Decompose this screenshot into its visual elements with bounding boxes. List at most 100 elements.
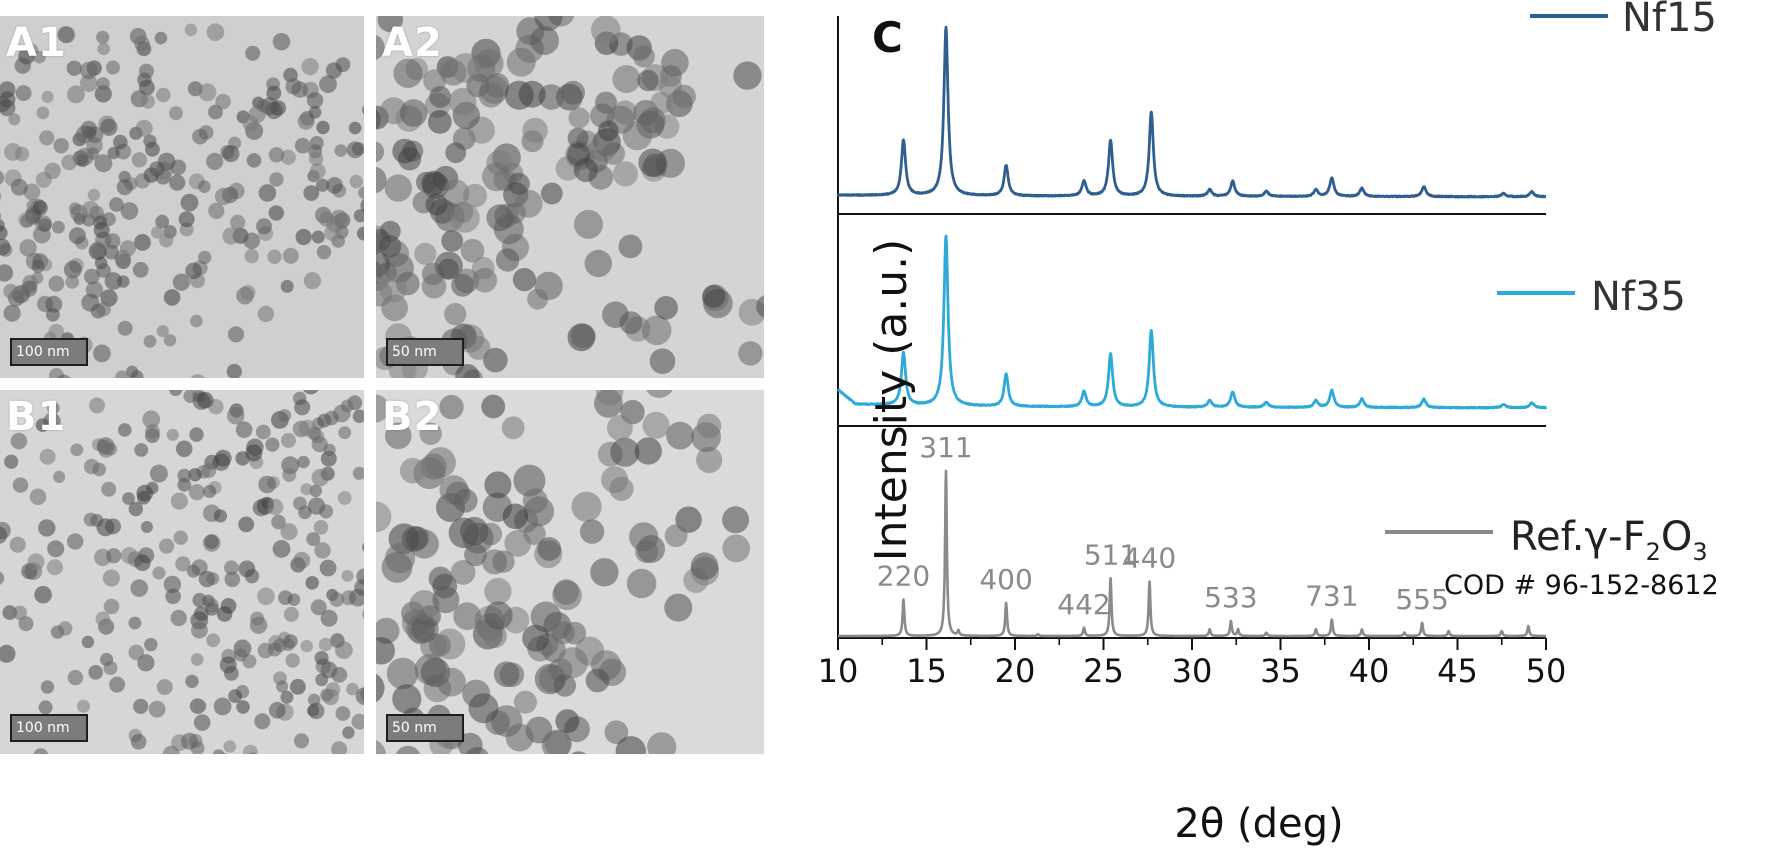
series-line-ref [837,469,1547,638]
nanoparticle [362,105,364,115]
nanoparticle [236,700,250,714]
nanoparticle [189,427,204,442]
nanoparticle [47,401,60,415]
nanoparticle [309,136,324,150]
nanoparticle [664,593,693,622]
nanoparticle [601,466,629,494]
nanoparticle [733,61,762,90]
nanoparticle [479,75,509,104]
nanoparticle [324,224,341,242]
nanoparticle [416,171,437,193]
nanoparticle [385,542,416,574]
nanoparticle [326,177,343,194]
nanoparticle [146,481,159,495]
nanoparticle [208,202,225,219]
panel-label-a2: A2 [382,20,443,66]
nanoparticle [610,437,640,467]
nanoparticle [646,390,673,398]
nanoparticle [39,448,56,465]
nanoparticle [44,162,61,179]
nanoparticle [242,115,259,132]
nanoparticle [635,539,659,564]
nanoparticle [329,592,345,607]
nanoparticle [65,275,79,289]
nanoparticle [553,674,577,697]
x-axis-label: 2θ (deg) [1174,801,1343,847]
nanoparticle [534,16,563,31]
hkl-label: 400 [979,563,1032,596]
nanoparticle [188,484,205,501]
nanoparticle [107,146,120,160]
nanoparticle [88,665,103,680]
nanoparticle [672,84,696,109]
nanoparticle [256,218,272,235]
nanoparticle [23,183,41,201]
nanoparticle [224,571,241,588]
nanoparticle [170,609,187,627]
nanoparticle [290,678,306,695]
nanoparticle [34,585,52,604]
nanoparticle [10,178,28,196]
nanoparticle [41,90,54,103]
nanoparticle [358,186,364,200]
nanoparticle [348,588,364,607]
nanoparticle [392,138,418,164]
nanoparticle [140,94,155,109]
nanoparticle [335,706,351,721]
nanoparticle [183,390,198,403]
nanoparticle [0,526,8,544]
nanoparticle [637,69,659,92]
tem-micrograph-b1: B1 100 nm [0,390,364,754]
nanoparticle [376,637,395,665]
nanoparticle [48,323,65,340]
nanoparticle [315,178,330,192]
nanoparticle [24,280,37,294]
nanoparticle [557,647,588,679]
nanoparticle [445,481,471,507]
nanoparticle [213,697,232,716]
nanoparticle [450,203,480,233]
nanoparticle [281,432,296,448]
nanoparticle [309,163,326,180]
nanoparticle [540,182,563,205]
nanoparticle [186,564,200,578]
nanoparticle [43,412,61,431]
nanoparticle [639,107,666,134]
nanoparticle [128,616,142,630]
reference-source: COD # 96-152-8612 [1444,570,1719,601]
nanoparticle [399,99,428,127]
nanoparticle [352,466,364,480]
nanoparticle [501,416,525,440]
panel-label-b2: B2 [382,394,443,440]
nanoparticle [258,475,276,494]
tem-image-a1 [0,16,364,378]
nanoparticle [134,35,150,52]
nanoparticle [134,443,149,457]
nanoparticle [33,50,46,64]
nanoparticle [342,726,355,739]
nanoparticle [243,232,260,250]
nanoparticle [0,225,8,241]
panel-label-a1: A1 [6,20,67,66]
nanoparticle [266,85,282,101]
nanoparticle [294,733,309,749]
nanoparticle [504,530,532,557]
nanoparticle [450,53,481,83]
nanoparticle [484,471,512,499]
nanoparticle [184,23,198,37]
nanoparticle [96,518,115,537]
nanoparticle [457,732,483,754]
nanoparticle [269,172,284,187]
nanoparticle [298,419,316,437]
nanoparticle [266,498,284,516]
nanoparticle [12,477,29,493]
nanoparticle [0,571,5,585]
nanoparticle [276,680,289,693]
nanoparticle [193,699,207,713]
nanoparticle [94,154,113,173]
nanoparticle [96,77,110,91]
nanoparticle [427,110,452,134]
nanoparticle [175,440,193,458]
nanoparticle [472,267,498,293]
